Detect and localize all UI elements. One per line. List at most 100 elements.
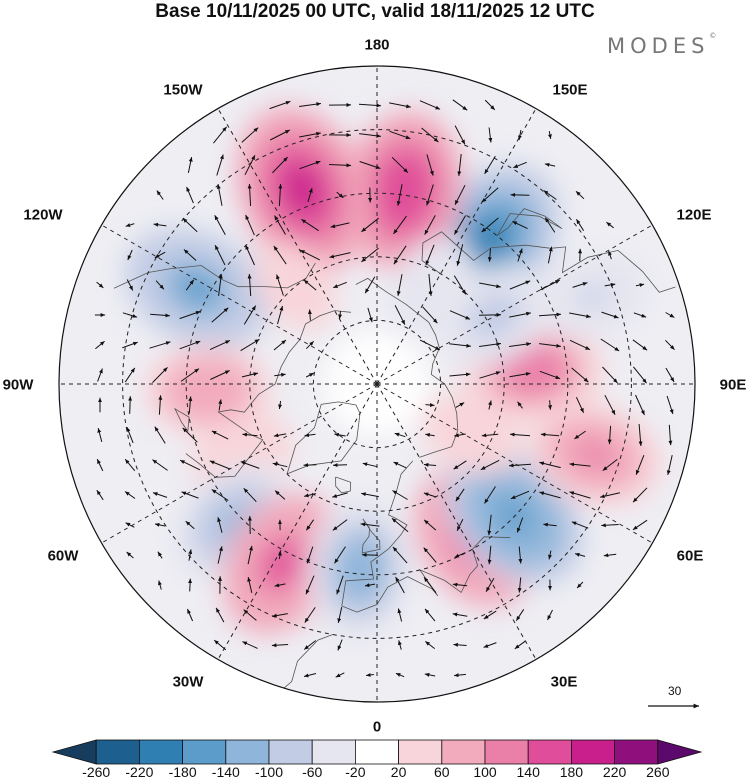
colorbar-swatch [138,739,183,765]
colorbar-tick-label: -20 [345,764,366,780]
wind-vector [361,247,379,263]
wind-vector [424,608,436,622]
wind-vector [366,672,374,677]
wind-vector [569,491,591,499]
wind-vector [336,191,344,199]
wind-vector [488,127,493,143]
colorbar-tick-label: 140 [516,764,540,780]
wind-vector [338,310,343,320]
wind-vector [547,131,552,139]
wind-vector [603,553,617,558]
wind-vector [332,519,348,531]
wind-vector [217,517,223,533]
wind-vector [97,368,103,382]
wind-vector [181,491,199,499]
colorbar-swatch [51,739,97,765]
wind-vector [666,395,674,415]
wind-vector [449,343,471,348]
lon-label-180: 180 [364,36,390,54]
wind-vector [273,339,287,351]
colorbar-tick-label: 260 [646,764,670,780]
wind-vector [209,460,231,470]
colorbar-tick-label: 220 [602,764,627,780]
wind-vector [484,486,496,504]
wind-vector [361,217,379,233]
wind-vector [305,575,315,595]
colorbar-swatch [484,739,529,765]
wind-vector [361,552,379,557]
wind-vector [274,372,286,377]
wind-vector [396,184,403,206]
wind-vector [329,252,351,259]
wind-vector [478,312,502,317]
wind-vector [632,487,648,503]
lon-label-60w: 60W [47,547,79,565]
wind-vector [509,280,531,290]
wind-vectors [94,99,675,678]
wind-vector [392,490,408,500]
wind-vector [330,222,350,229]
wind-vector [364,583,376,588]
wind-vector [539,491,561,499]
wind-vector [604,282,616,287]
wind-vector [243,305,257,325]
wind-vector [632,519,648,531]
wind-vector [454,433,466,438]
colorbar-swatch [398,739,443,765]
wind-vector [424,641,436,649]
wind-vector [455,488,465,502]
colorbar-tick-label: -260 [82,764,111,780]
modes-logo: MODES© [607,32,716,58]
wind-vector [602,366,618,384]
wind-vector [455,402,465,408]
wind-vector [307,187,313,203]
wind-vector [122,312,138,318]
wind-vector [154,426,166,444]
wind-vector [304,433,316,438]
anomaly-field [125,105,662,642]
wind-vector [599,492,621,499]
wind-vector [666,454,673,476]
wind-vector [303,640,317,650]
wind-vector [209,339,231,351]
wind-vector [421,127,439,143]
latitude-circle [249,256,505,512]
wind-vector [276,274,284,296]
wind-vector [277,551,282,559]
wind-vector [152,367,168,383]
wind-vector [397,640,402,650]
wind-vector [539,279,561,291]
wind-vector [426,154,434,176]
coastline [496,208,563,237]
wind-vector [124,458,136,472]
wind-vector [518,546,523,564]
wind-vector [457,154,462,176]
wind-vector [274,215,286,235]
wind-vector [303,493,317,498]
wind-vector [214,215,226,235]
wind-vector [571,521,589,529]
wind-vector [487,248,492,262]
wind-vector [304,607,316,623]
anomaly-contour [420,275,444,302]
wind-vector [419,339,441,351]
wind-vector [299,102,321,107]
wind-vector [481,433,499,438]
anomaly-contour [266,545,297,583]
wind-vector [218,399,223,411]
wind-vector [185,520,195,530]
wind-vector [395,672,405,678]
wind-vector [509,342,531,347]
wind-vector [517,129,522,141]
wind-vector [277,305,284,325]
wind-vector [488,400,492,410]
anomaly-contour [470,220,508,260]
wind-vector [182,217,198,233]
wind-vector [332,492,348,498]
wind-vector [575,396,585,414]
wind-vector [574,430,586,440]
wind-vector [127,249,133,261]
wind-vector [456,518,464,532]
wind-vector [456,244,464,266]
wind-vector [303,673,317,678]
